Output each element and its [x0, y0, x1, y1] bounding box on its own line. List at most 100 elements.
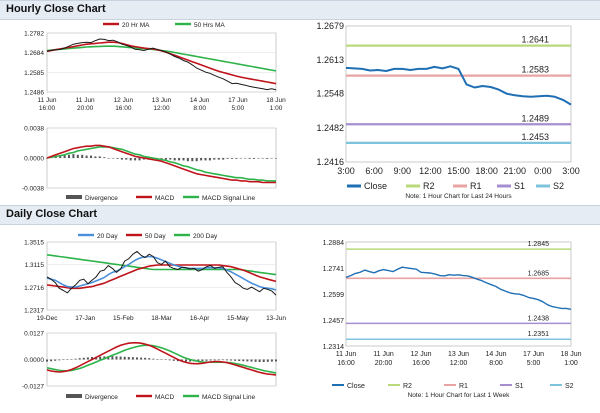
- daily-pivot-s1-label: 1.2438: [528, 315, 550, 322]
- daily-price-frame: [46, 241, 277, 311]
- legend-20hr-ma-label: 20 Hr MA: [122, 22, 150, 29]
- legend-daily-divergence-swatch: [66, 394, 82, 398]
- daily-price-x-tick: 19-Dec: [37, 315, 59, 322]
- daily-divergence-bar: [230, 359, 232, 361]
- daily-divergence-bar: [213, 359, 216, 361]
- hourly-macd-signal-line: [46, 146, 276, 182]
- hourly-price-x-tick: 18 Jun: [266, 97, 286, 104]
- daily-pivot-y-tick: 1.2599: [323, 292, 345, 299]
- hourly-pivot-legend-label: S2: [553, 181, 564, 191]
- daily-pivot-close-line: [345, 266, 572, 310]
- daily-divergence-bar: [86, 357, 89, 360]
- hourly-price-x-tick: 5:00: [232, 105, 245, 112]
- daily-macd-y-tick: 0.0127: [24, 331, 44, 338]
- daily-divergence-bar: [266, 359, 269, 362]
- daily-pivot-y-tick: 1.2884: [323, 240, 345, 247]
- daily-pivot-x-tick: 8:00: [489, 360, 503, 367]
- daily-divergence-bar: [82, 357, 85, 360]
- hourly-divergence-bar: [266, 158, 269, 159]
- daily-divergence-bar: [172, 359, 175, 361]
- hourly-price-x-tick: 16:00: [115, 105, 132, 112]
- daily-pivot-x-tick: 16:00: [412, 360, 430, 367]
- daily-divergence-bar: [140, 357, 143, 360]
- hourly-divergence-bar: [239, 158, 242, 159]
- daily-section-header: Daily Close Chart: [0, 205, 600, 225]
- hourly-divergence-bar: [85, 155, 88, 158]
- daily-divergence-bar: [270, 359, 273, 362]
- daily-divergence-bar: [99, 356, 102, 360]
- hourly-pivot-frame: [345, 25, 572, 163]
- hourly-macd-y-tick: 0.0038: [24, 126, 44, 133]
- daily-divergence-bar: [54, 359, 57, 361]
- legend-daily-divergence-label: Divergence: [85, 394, 118, 401]
- daily-divergence-bar: [262, 359, 265, 362]
- hourly-divergence-bar: [129, 158, 132, 161]
- hourly-divergence-bar: [253, 158, 255, 159]
- daily-pivot-legend-label: R1: [459, 383, 468, 390]
- hourly-divergence-bar: [76, 154, 79, 158]
- hourly-price-x-tick: 11 Jun: [37, 97, 56, 104]
- hourly-macd-y-tick: -0.0038: [22, 186, 44, 193]
- daily-pivot-x-tick: 17 Jun: [523, 351, 544, 358]
- hourly-pivot-r1-label: 1.2583: [521, 65, 549, 75]
- daily-price-x-tick: 15-Feb: [113, 315, 134, 322]
- hourly-divergence-bar: [63, 154, 66, 158]
- hourly-divergence-bar: [81, 154, 84, 158]
- hourly-divergence-bar: [160, 158, 163, 159]
- daily-pivot-frame: [345, 241, 572, 347]
- hourly-pivot-legend-label: R1: [470, 181, 482, 191]
- hourly-divergence-bar: [98, 156, 101, 158]
- daily-divergence-bar: [185, 359, 187, 362]
- daily-divergence-bar: [136, 357, 138, 360]
- daily-divergence-bar: [74, 358, 77, 360]
- hourly-divergence-bar: [191, 158, 194, 162]
- hourly-divergence-bar: [257, 158, 260, 159]
- hourly-pivot-s2-label: 1.2453: [521, 132, 549, 142]
- hourly-pivot-x-tick: 0:00: [534, 166, 552, 176]
- legend-daily-macd-label: MACD: [155, 394, 174, 401]
- daily-50day-ma-line: [46, 264, 277, 290]
- daily-pivot-legend-label: S1: [515, 383, 524, 390]
- hourly-pivot-x-tick: 15:00: [447, 166, 470, 176]
- daily-divergence-bar: [131, 357, 134, 360]
- hourly-macd-y-tick: 0.0000: [24, 156, 44, 163]
- daily-pivot-x-tick: 1:00: [564, 360, 578, 367]
- legend-200day-label: 200 Day: [193, 233, 218, 240]
- daily-close-line: [46, 250, 277, 296]
- daily-pivot-x-tick: 12:00: [450, 360, 468, 367]
- hourly-price-x-tick: 13 Jun: [152, 97, 172, 104]
- daily-price-y-tick: 1.3515: [24, 240, 44, 247]
- hourly-pivot-y-tick: 1.2482: [316, 123, 344, 133]
- daily-macd-line: [46, 341, 277, 376]
- daily-divergence-bar: [189, 359, 192, 362]
- daily-pivot-s2-label: 1.2351: [528, 331, 550, 338]
- hourly-pivot-s1-label: 1.2489: [521, 113, 549, 123]
- daily-divergence-bar: [62, 359, 65, 360]
- hourly-price-y-tick: 1.2486: [24, 90, 44, 97]
- daily-divergence-bar: [148, 358, 151, 360]
- daily-pivot-r2-label: 1.2845: [528, 241, 550, 248]
- hourly-divergence-bar: [270, 158, 273, 159]
- hourly-price-x-tick: 12:00: [153, 105, 170, 112]
- daily-divergence-bar: [168, 359, 171, 361]
- daily-divergence-bar: [46, 359, 48, 362]
- hourly-price-x-tick: 20:00: [77, 105, 94, 112]
- daily-macd-signal-line: [46, 344, 277, 374]
- hourly-price-x-tick: 17 Jun: [228, 97, 248, 104]
- daily-20day-ma-line: [46, 255, 277, 291]
- hourly-divergence-bar: [200, 158, 203, 161]
- hourly-divergence-bar: [90, 155, 92, 158]
- hourly-divergence-bar: [112, 158, 115, 159]
- daily-pivot-legend-label: Close: [347, 383, 365, 390]
- hourly-price-x-tick: 14 Jun: [190, 97, 210, 104]
- hourly-divergence-bar: [217, 158, 220, 160]
- hourly-pivot-close-line: [345, 65, 572, 106]
- hourly-pivot-y-tick: 1.2548: [316, 89, 344, 99]
- daily-divergence-bar: [217, 359, 220, 361]
- daily-divergence-bar: [205, 359, 208, 361]
- legend-20day-label: 20 Day: [97, 233, 118, 240]
- legend-50hrs-ma-label: 50 Hrs MA: [194, 22, 225, 29]
- hourly-pivot-x-tick: 6:00: [365, 166, 383, 176]
- daily-pivot-y-tick: 1.2314: [323, 344, 345, 351]
